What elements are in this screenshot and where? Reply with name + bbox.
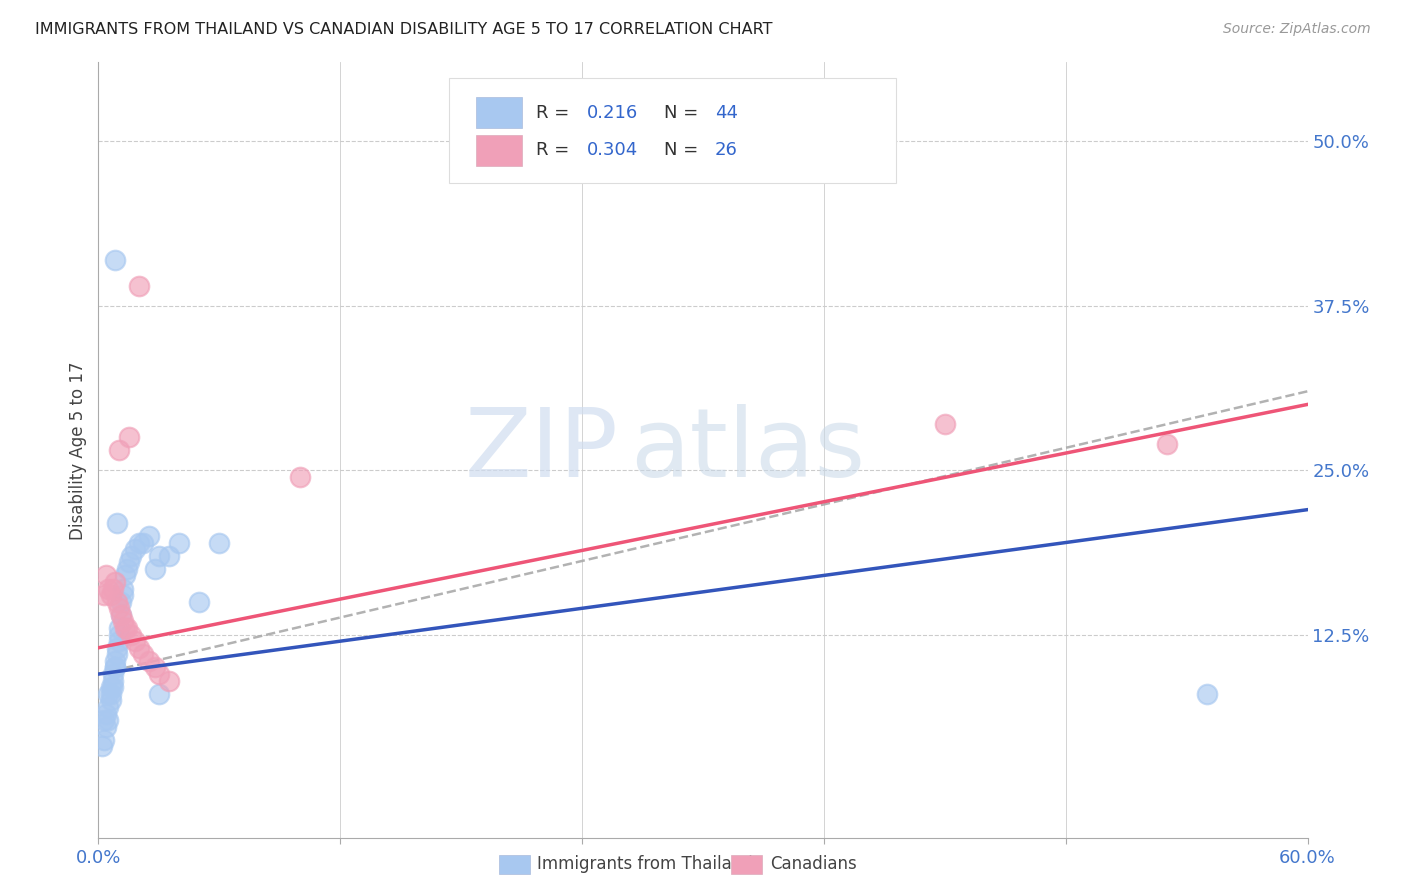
Text: ZIP: ZIP [464,404,619,497]
Point [100,687,122,701]
Point [105,648,128,662]
Point [1195,687,1218,701]
Point [103,574,125,589]
Point [118,555,141,569]
Text: 26: 26 [716,141,738,159]
Point [1156,437,1178,451]
Point [96,706,118,721]
Text: atlas: atlas [630,404,866,497]
FancyBboxPatch shape [475,97,522,128]
Point [107,601,129,615]
Point [208,535,231,549]
Point [157,673,180,688]
Point [132,535,155,549]
Point [148,687,170,701]
Point [111,582,134,596]
Point [118,430,141,444]
Text: Source: ZipAtlas.com: Source: ZipAtlas.com [1223,22,1371,37]
Point [103,654,125,668]
Point [101,582,124,596]
Point [97,582,120,596]
Point [103,252,125,267]
Point [120,627,142,641]
Point [93,588,115,602]
Point [93,713,115,727]
Text: Immigrants from Thailand: Immigrants from Thailand [537,855,752,873]
Point [111,588,134,602]
Point [110,595,132,609]
Text: R =: R = [536,103,575,122]
Point [288,469,311,483]
Point [115,621,138,635]
Point [110,607,132,622]
Text: 44: 44 [716,103,738,122]
Text: IMMIGRANTS FROM THAILAND VS CANADIAN DISABILITY AGE 5 TO 17 CORRELATION CHART: IMMIGRANTS FROM THAILAND VS CANADIAN DIS… [35,22,773,37]
Point [103,660,125,674]
Point [115,562,138,576]
Text: Canadians: Canadians [770,855,858,873]
Point [111,615,134,629]
Point [124,634,146,648]
Point [148,667,170,681]
Point [96,568,118,582]
Point [107,627,129,641]
Text: R =: R = [536,141,575,159]
Text: 0.304: 0.304 [586,141,638,159]
Text: 0.216: 0.216 [586,103,638,122]
Point [101,667,124,681]
Point [107,621,129,635]
Text: N =: N = [664,103,704,122]
Text: N =: N = [664,141,704,159]
Point [97,713,120,727]
Point [143,562,166,576]
Point [100,588,122,602]
Point [167,535,190,549]
Point [93,732,115,747]
Point [124,542,146,557]
Point [157,549,180,563]
Point [96,720,118,734]
Y-axis label: Disability Age 5 to 17: Disability Age 5 to 17 [69,361,87,540]
Point [97,687,120,701]
Point [105,516,128,530]
Point [101,680,124,694]
Point [132,648,155,662]
Point [105,640,128,655]
Point [934,417,956,432]
Point [143,660,166,674]
FancyBboxPatch shape [475,135,522,166]
Point [107,443,129,458]
Point [100,693,122,707]
Point [148,549,170,563]
Point [91,739,114,754]
Point [128,640,150,655]
Point [107,634,129,648]
Point [114,568,136,582]
Point [100,680,122,694]
Point [103,660,125,674]
FancyBboxPatch shape [449,78,897,183]
Point [114,621,136,635]
Point [101,673,124,688]
Point [138,654,160,668]
Point [128,535,150,549]
Point [110,607,132,622]
Point [138,529,160,543]
Point [97,700,120,714]
Point [120,549,142,563]
Point [188,595,211,609]
Point [105,595,128,609]
Point [128,279,150,293]
